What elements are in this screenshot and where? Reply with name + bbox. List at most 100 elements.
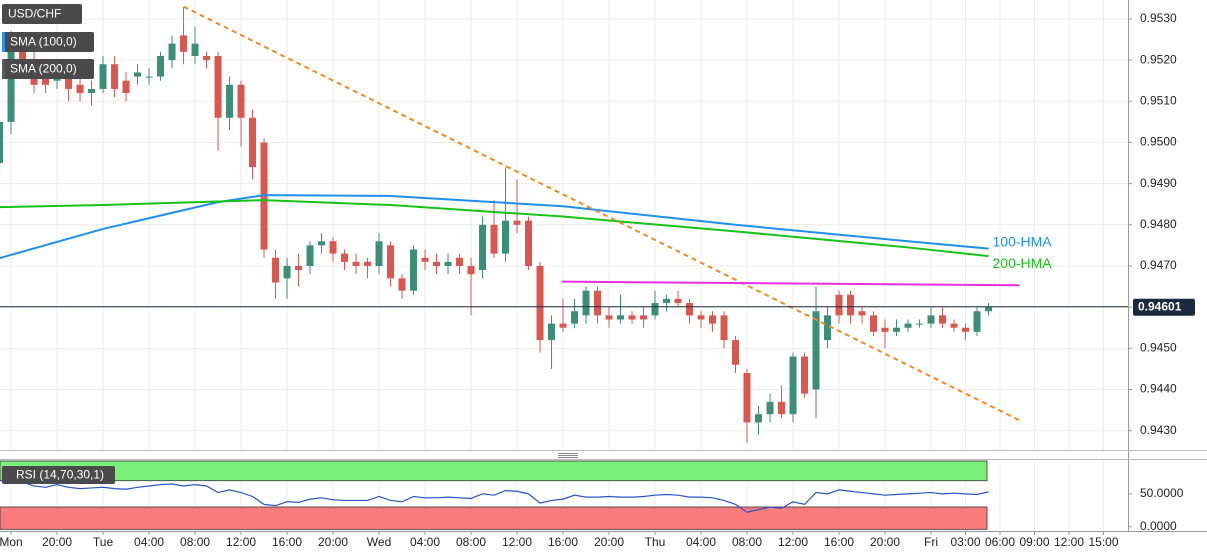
hma-line: [0, 199, 989, 258]
y-tick-label: 0.9500: [1140, 135, 1177, 149]
candle-body: [939, 315, 947, 324]
candle-body: [525, 220, 533, 266]
candle-body: [881, 327, 889, 332]
candle-body: [329, 241, 337, 254]
x-tick-label: 12:00: [226, 535, 256, 549]
x-tick-label: 08:00: [732, 535, 762, 549]
legend: SMA (100,0) SMA (200,0): [2, 32, 94, 79]
x-tick-label: Tue: [93, 535, 114, 549]
legend-label: SMA (100,0): [10, 35, 77, 49]
candle-body: [456, 257, 464, 266]
last-price-label: 0.94601: [1138, 299, 1182, 313]
candle-body: [628, 315, 636, 320]
y-tick-label: 50.0000: [1140, 486, 1184, 500]
y-tick-label: 0.9520: [1140, 52, 1177, 66]
candle-body: [341, 253, 349, 262]
candle-body: [559, 323, 567, 328]
rsi-band: [0, 506, 988, 530]
candle-body: [904, 323, 912, 328]
candle-body: [318, 241, 326, 246]
candle-body: [870, 315, 878, 332]
candle-body: [398, 278, 406, 291]
candle-body: [835, 294, 843, 316]
y-tick-label: 0.9490: [1140, 176, 1177, 190]
x-tick-label: 06:00: [985, 535, 1015, 549]
candle-body: [571, 311, 579, 324]
plot: [0, 5, 1128, 530]
x-tick-label: 16:00: [272, 535, 302, 549]
pane-handle[interactable]: [558, 453, 578, 458]
symbol-box[interactable]: [2, 4, 82, 24]
candle-body: [617, 315, 625, 320]
y-tick-label: 0.9430: [1140, 423, 1177, 437]
rsi-title-box[interactable]: [2, 466, 115, 484]
candle-body: [502, 220, 510, 254]
candle-body: [7, 43, 15, 122]
x-tick-label: 08:00: [456, 535, 486, 549]
legend-box: [2, 32, 94, 52]
candle-body: [582, 290, 590, 316]
candle-body: [812, 311, 820, 390]
rsi-band: [0, 460, 988, 482]
candle-body: [479, 224, 487, 271]
candle-body: [88, 88, 96, 94]
candle-body: [686, 303, 694, 316]
candle-body: [157, 55, 165, 77]
candle-body: [203, 55, 211, 61]
candle-body: [732, 340, 740, 365]
candle-body: [272, 257, 280, 283]
candle-body: [467, 265, 475, 275]
candle-body: [801, 356, 809, 394]
y-tick-label: 0.9510: [1140, 93, 1177, 107]
candle-body: [697, 315, 705, 320]
candle-body: [226, 84, 234, 118]
legend-label: SMA (200,0): [10, 62, 77, 76]
candle-body: [778, 401, 786, 415]
x-tick-label: Mon: [0, 535, 23, 549]
trend-line: [561, 280, 1020, 287]
candle-body: [536, 265, 544, 341]
x-tick-label: 20:00: [318, 535, 348, 549]
candle-body: [180, 35, 188, 52]
last-price-box: [1133, 298, 1195, 316]
x-tick-label: Wed: [367, 535, 391, 549]
candle-body: [605, 315, 613, 320]
y-tick-label: 0.0000: [1140, 519, 1177, 533]
candle-body: [709, 315, 717, 324]
candle-body: [375, 241, 383, 266]
candle-body: [283, 265, 291, 279]
candle-body: [973, 311, 981, 332]
legend-swatch: [2, 59, 5, 79]
x-tick-label: 04:00: [686, 535, 716, 549]
candle-body: [433, 261, 441, 266]
rsi-title: RSI (14,70,30,1): [16, 468, 104, 482]
x-tick-label: 20:00: [42, 535, 72, 549]
candle-body: [490, 224, 498, 254]
hma-line: [0, 194, 989, 260]
candle-body: [0, 121, 4, 164]
candle-body: [249, 117, 257, 168]
candle-body: [145, 76, 153, 78]
candle-body: [847, 294, 855, 316]
candle-body: [651, 303, 659, 316]
x-tick-label: 09:00: [1019, 535, 1049, 549]
candle-body: [962, 327, 970, 332]
candle-body: [985, 307, 993, 312]
candle-body: [720, 315, 728, 341]
x-tick-label: 12:00: [502, 535, 532, 549]
candle-body: [306, 245, 314, 266]
candle-body: [352, 261, 360, 266]
candle-body: [410, 249, 418, 291]
candle-body: [295, 265, 303, 271]
candle-body: [766, 401, 774, 415]
y-tick-label: 0.9480: [1140, 217, 1177, 231]
x-tick-label: 08:00: [180, 535, 210, 549]
rsi-line: [0, 478, 989, 513]
candle-body: [640, 315, 648, 320]
candle-body: [893, 327, 901, 332]
y-tick-label: 0.9450: [1140, 340, 1177, 354]
candle-body: [134, 72, 142, 77]
x-tick-label: 03:00: [950, 535, 980, 549]
candle-body: [950, 323, 958, 328]
